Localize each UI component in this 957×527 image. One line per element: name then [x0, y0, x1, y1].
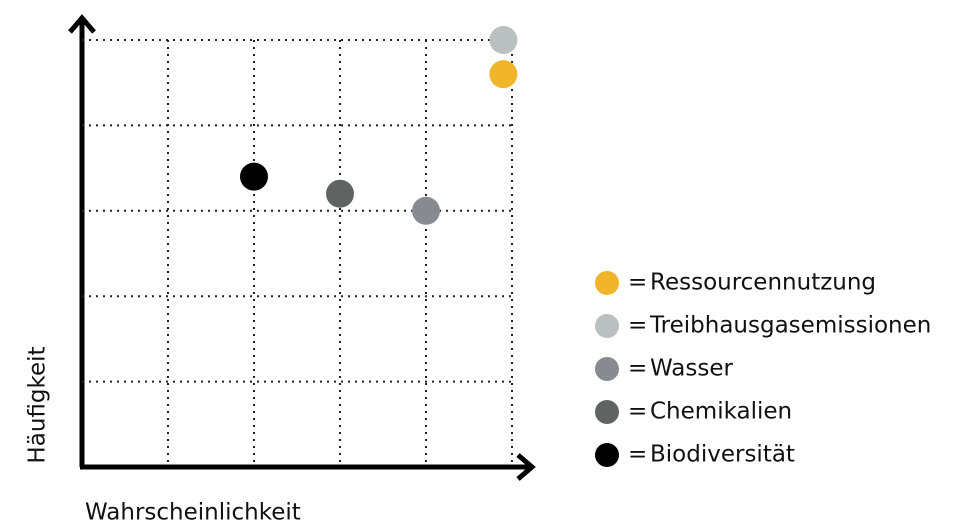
y-axis-arrow: [68, 14, 96, 34]
legend-swatch: [595, 271, 619, 295]
legend-label: Wasser: [650, 356, 733, 382]
legend-label: Ressourcennutzung: [650, 270, 876, 296]
legend-label: Biodiversität: [650, 442, 795, 468]
legend-label: Treibhausgasemissionen: [649, 313, 931, 339]
legend-swatch: [595, 357, 619, 381]
legend-equals: =: [628, 313, 647, 339]
legend-swatch: [595, 400, 619, 424]
legend-equals: =: [628, 356, 647, 382]
point: [412, 196, 440, 225]
x-axis-arrow: [516, 453, 536, 481]
point: [489, 26, 518, 54]
point: [489, 60, 518, 89]
x-axis-label: Wahrscheinlichkeit: [85, 500, 301, 526]
legend-swatch: [595, 314, 619, 338]
legend-swatch: [595, 443, 619, 467]
legend-equals: =: [628, 399, 647, 425]
point: [240, 162, 268, 191]
legend-equals: =: [628, 270, 647, 296]
legend-equals: =: [628, 442, 647, 468]
point: [326, 179, 354, 208]
y-axis-label: Häufigkeit: [25, 346, 51, 463]
legend-label: Chemikalien: [650, 399, 792, 425]
